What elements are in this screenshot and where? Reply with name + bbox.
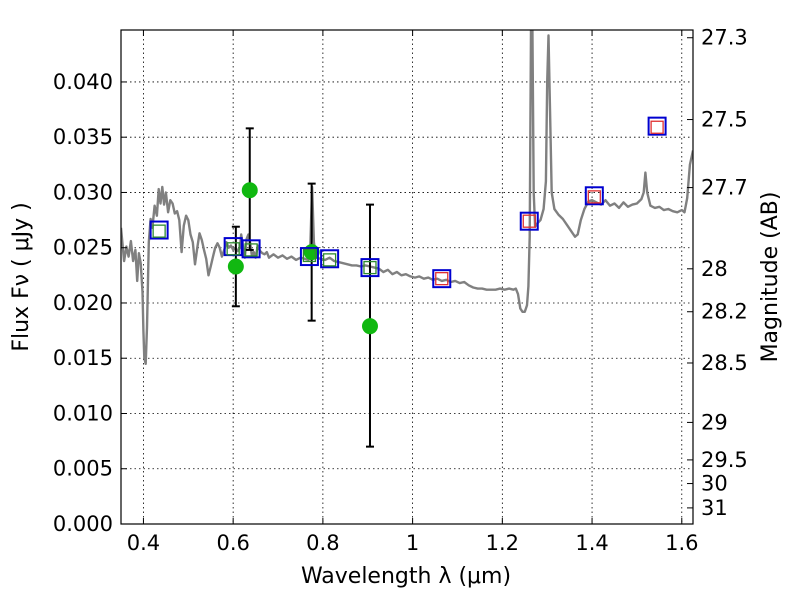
x-axis-label: Wavelength λ (μm) <box>301 564 511 589</box>
synthetic-inner-square <box>363 260 377 275</box>
y2-tick-label: 31 <box>701 496 728 520</box>
synthetic-inner-square <box>650 120 664 134</box>
y-tick-label: 0.035 <box>53 125 113 149</box>
synthetic-inner-square <box>322 253 337 267</box>
synthetic-square <box>360 258 380 278</box>
x-tick-label: 1.2 <box>486 531 519 555</box>
y-tick-label: 0.010 <box>53 401 113 425</box>
synthetic-square <box>519 211 539 231</box>
synthetic-inner-square <box>244 243 258 257</box>
synthetic-inner-square <box>587 190 601 204</box>
y-tick-label: 0.015 <box>53 346 113 370</box>
grid <box>121 30 693 524</box>
x-tick-label: 1.4 <box>575 531 608 555</box>
x-tick-label: 1 <box>406 531 419 555</box>
y2-tick-label: 27.5 <box>701 108 748 132</box>
observed-point <box>227 258 244 275</box>
observed-point <box>241 182 258 199</box>
observed-point <box>361 318 378 335</box>
y-tick-label: 0.020 <box>53 291 113 315</box>
synthetic-square <box>584 186 604 206</box>
synthetic-inner-square <box>302 248 317 263</box>
synthetic-inner-square <box>435 272 449 286</box>
y-tick-label: 0.025 <box>53 236 113 260</box>
synthetic-inner-square <box>152 224 166 238</box>
plot-area <box>121 30 693 448</box>
y-tick-label: 0.030 <box>53 180 113 204</box>
observed-point <box>303 244 320 261</box>
y2-axis-label: Magnitude (AB) <box>758 192 783 363</box>
synthetic-square <box>432 269 452 289</box>
y2-tick-label: 28.5 <box>701 351 748 375</box>
y2-tick-label: 27.3 <box>701 26 748 50</box>
x-tick-label: 0.8 <box>306 531 339 555</box>
synthetic-inner-square <box>522 214 536 228</box>
y-tick-label: 0.000 <box>53 512 113 536</box>
synthetic-square <box>241 239 261 259</box>
y-axis-label: Flux Fν ( μJy ) <box>9 202 34 351</box>
y2-tick-label: 28.2 <box>701 300 748 324</box>
synthetic-square <box>299 247 319 267</box>
y2-tick-label: 29.5 <box>701 448 748 472</box>
y2-tick-label: 29 <box>701 410 728 434</box>
x-tick-label: 0.4 <box>127 531 160 555</box>
y2-tick-label: 28 <box>701 257 728 281</box>
synthetic-square <box>647 116 667 136</box>
synthetic-inner-square <box>226 242 240 256</box>
axes: 0.4 0.6 0.8 1 1.2 1.4 1.6 0.000 0.005 0.010 0.015 0… <box>53 26 748 555</box>
x-tick-label: 1.6 <box>665 531 698 555</box>
y2-tick-label: 27.7 <box>701 176 748 200</box>
x-tick-label: 0.6 <box>216 531 249 555</box>
y-tick-label: 0.040 <box>53 70 113 94</box>
y-tick-label: 0.005 <box>53 457 113 481</box>
y2-tick-label: 30 <box>701 472 728 496</box>
plot-frame <box>120 29 694 525</box>
synthetic-square <box>320 249 340 269</box>
synthetic-square <box>149 220 169 240</box>
spectrum-line <box>121 30 693 365</box>
